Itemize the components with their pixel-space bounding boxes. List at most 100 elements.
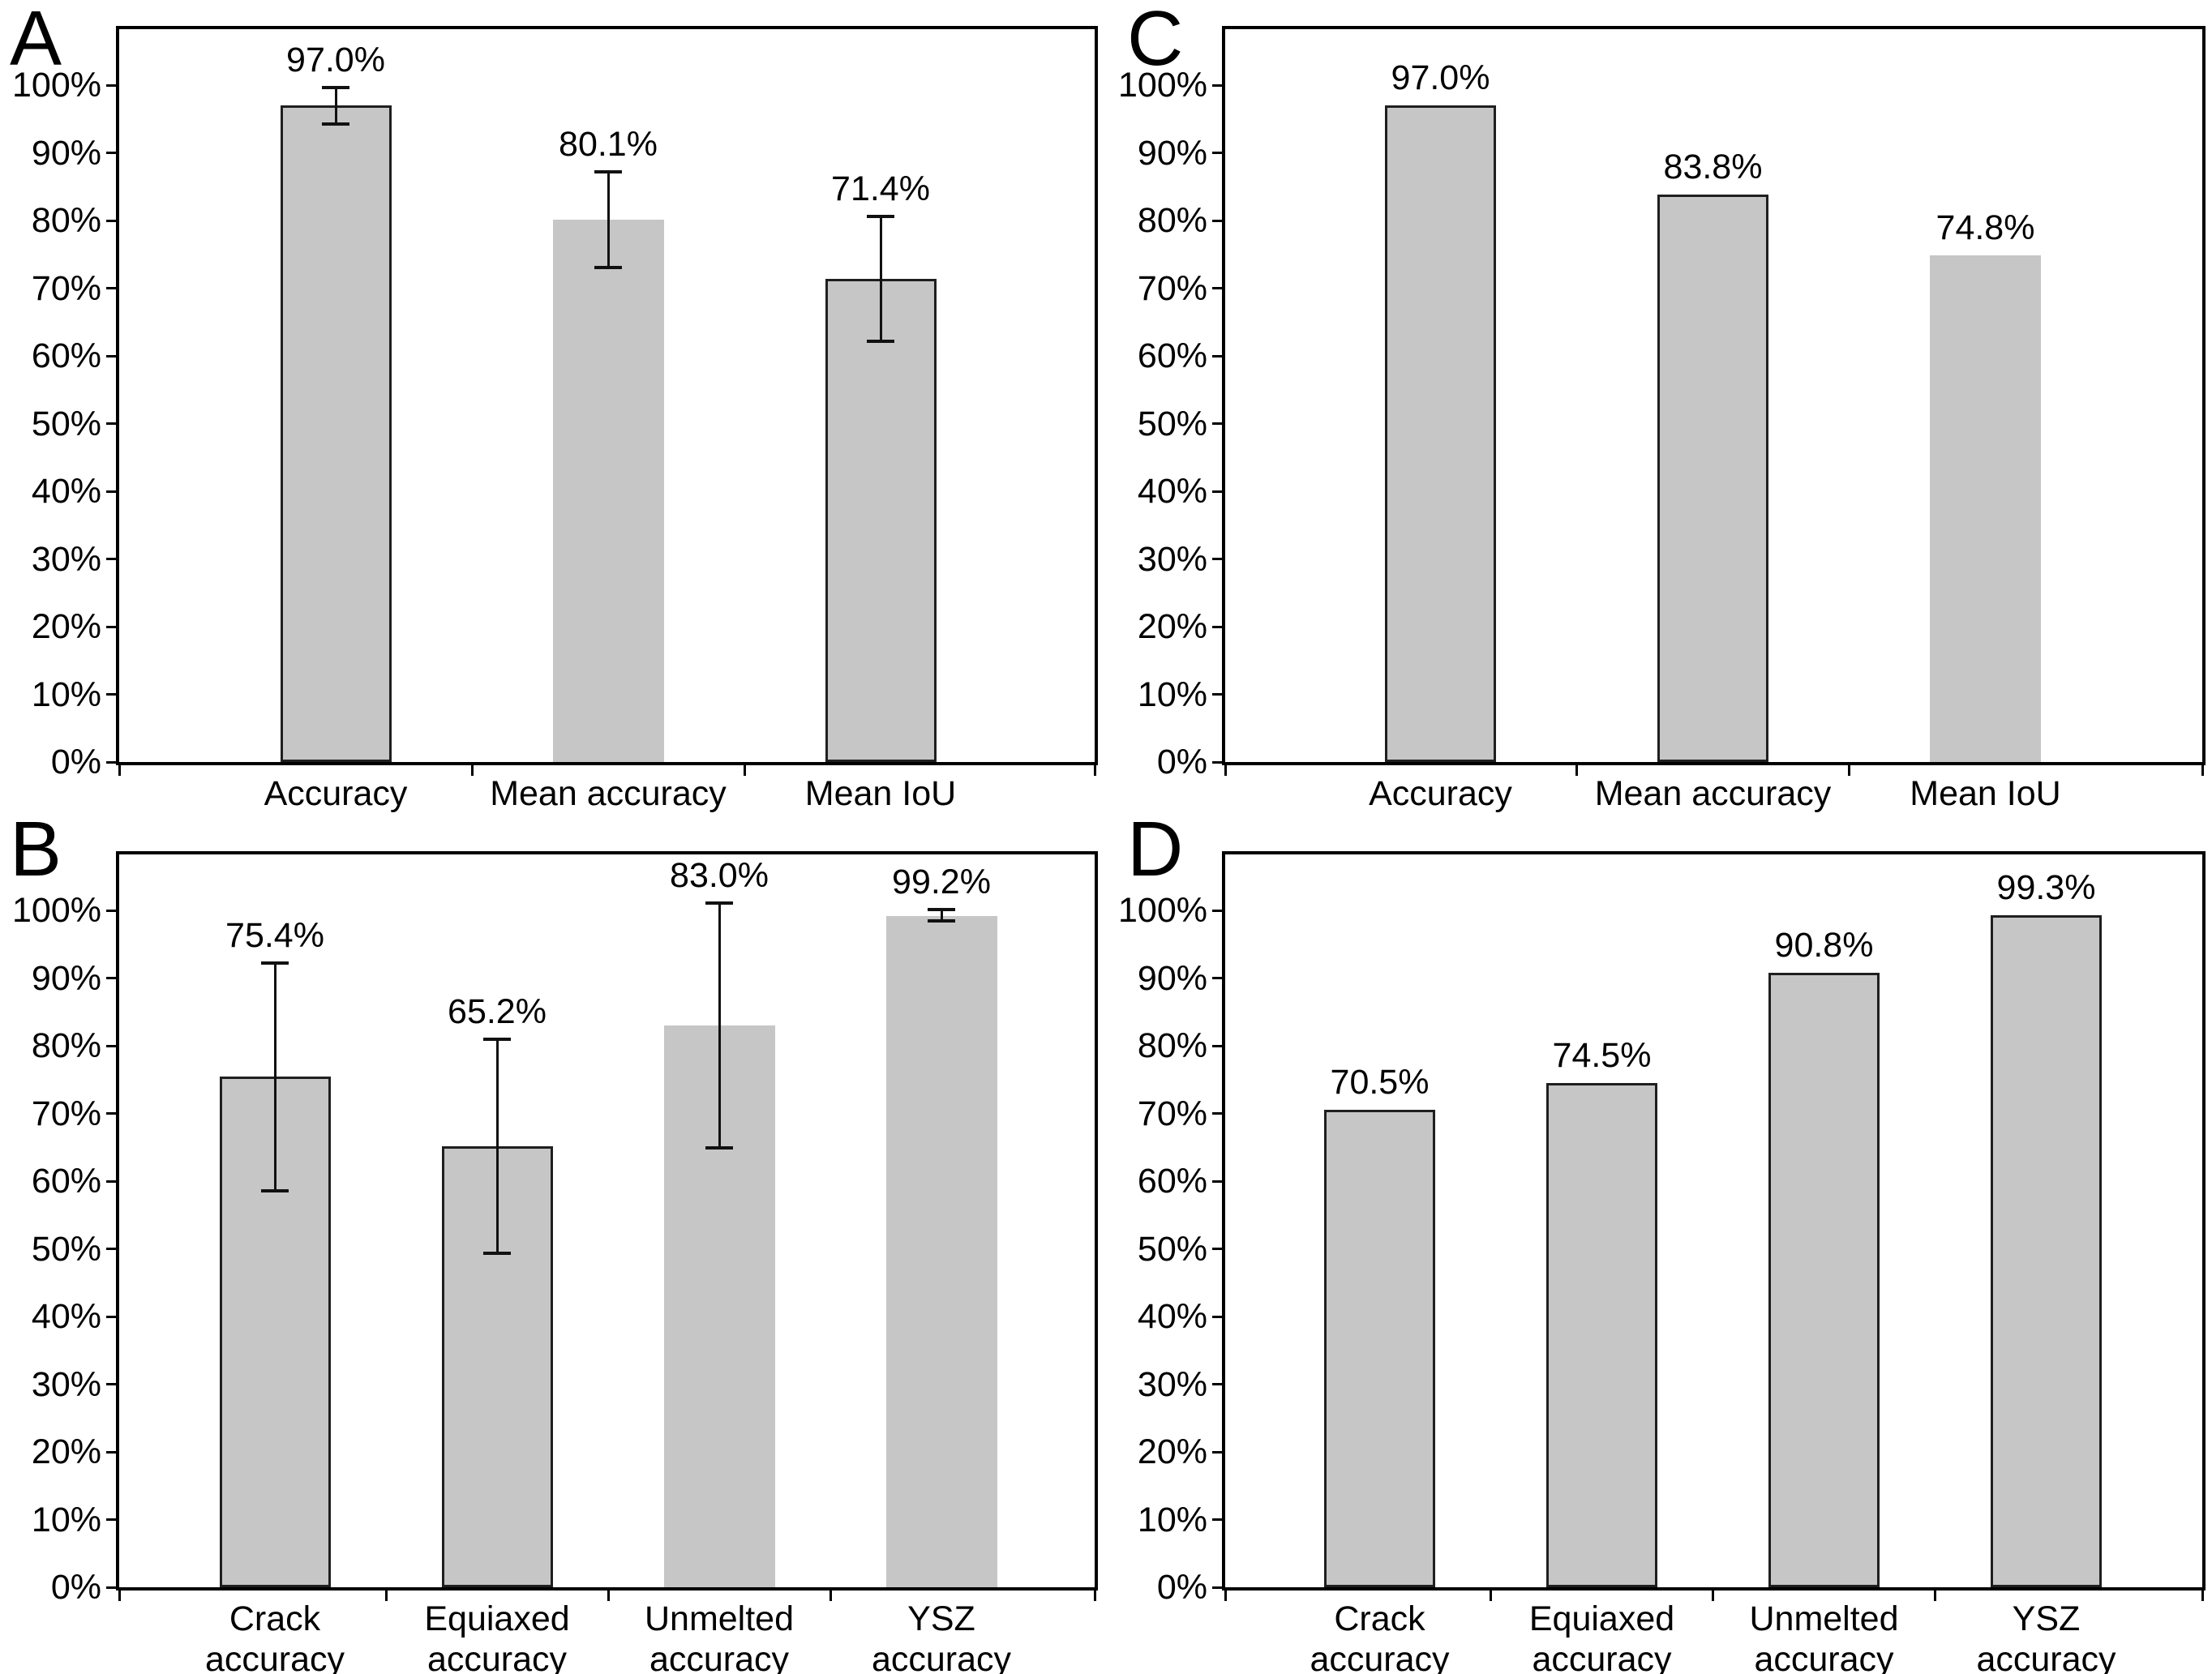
y-tick-label: 90% <box>1137 133 1207 173</box>
y-tick-label: 70% <box>31 1094 101 1133</box>
y-tick <box>106 1180 117 1183</box>
x-axis-tick <box>1575 765 1578 776</box>
y-tick-label: 90% <box>31 133 101 173</box>
y-tick <box>106 1586 117 1589</box>
y-tick-label: 50% <box>1137 404 1207 443</box>
error-bar-cap-bottom <box>261 1188 289 1192</box>
y-tick-label: 10% <box>1137 1500 1207 1539</box>
y-tick-label: 30% <box>1137 1364 1207 1404</box>
y-tick <box>1212 558 1223 560</box>
x-category-label: Mean IoU <box>804 774 957 813</box>
panel-letter-C: C <box>1127 0 1184 82</box>
y-tick <box>1212 909 1223 912</box>
y-tick <box>1212 1518 1223 1521</box>
bar-D-3 <box>1768 972 1880 1587</box>
error-bar-cap-top <box>483 1037 511 1041</box>
x-category-label: accuracy <box>1532 1640 1672 1674</box>
y-tick <box>1212 625 1223 628</box>
error-bar-cap-top <box>322 85 349 89</box>
error-bar-cap-bottom <box>867 339 894 343</box>
x-axis-tick <box>1224 765 1227 776</box>
y-tick-label: 0% <box>1156 743 1207 781</box>
error-bar-cap-bottom <box>322 122 349 126</box>
y-tick <box>1212 1180 1223 1183</box>
x-category-label: Accuracy <box>1369 774 1512 813</box>
y-tick <box>106 909 117 912</box>
error-bar-cap-bottom <box>705 1146 733 1150</box>
x-axis-tick <box>2201 1591 2204 1601</box>
error-bar-cap-bottom <box>594 266 622 270</box>
y-tick-label: 60% <box>31 336 101 375</box>
y-tick-label: 100% <box>1118 891 1207 930</box>
error-bar-cap-top <box>928 908 955 912</box>
error-bar-line <box>495 1038 499 1253</box>
y-tick-label: 100% <box>12 66 101 105</box>
y-tick <box>1212 490 1223 493</box>
x-category-label: Equiaxed <box>1528 1599 1675 1638</box>
x-category-label: Mean IoU <box>1910 774 2061 813</box>
y-tick <box>1212 1383 1223 1385</box>
y-tick-label: 20% <box>1137 1432 1207 1471</box>
y-tick-label: 50% <box>1137 1229 1207 1269</box>
x-category-label: Mean accuracy <box>1594 774 1832 813</box>
x-axis-tick <box>1224 1591 1227 1601</box>
bar-C-2 <box>1657 195 1768 762</box>
y-tick-label: 40% <box>31 1297 101 1336</box>
y-tick-label: 70% <box>31 268 101 308</box>
y-tick-label: 80% <box>31 1026 101 1065</box>
y-tick <box>1212 422 1223 425</box>
y-tick-label: 60% <box>1137 336 1207 375</box>
x-axis-tick <box>829 1591 832 1601</box>
bar-value-label: 65.2% <box>448 991 547 1031</box>
bar-value-label: 80.1% <box>559 124 658 164</box>
error-bar-line <box>607 171 610 268</box>
x-axis-tick <box>1490 1591 1492 1601</box>
y-tick-label: 30% <box>31 1364 101 1404</box>
bar-value-label: 99.3% <box>1996 867 2096 907</box>
y-tick <box>106 490 117 493</box>
bar-value-label: 97.0% <box>1391 58 1490 98</box>
error-bar-cap-top <box>261 961 289 965</box>
y-tick <box>106 287 117 289</box>
y-tick-label: 100% <box>12 891 101 930</box>
y-tick <box>106 422 117 425</box>
x-axis-tick <box>1093 765 1096 776</box>
x-axis-tick <box>384 1591 388 1601</box>
error-bar-line <box>879 216 882 341</box>
bar-D-2 <box>1546 1082 1657 1587</box>
bar-B-2 <box>441 1145 553 1587</box>
y-tick-label: 0% <box>50 743 101 781</box>
y-tick <box>106 219 117 222</box>
y-tick <box>1212 1044 1223 1047</box>
error-bar-line <box>273 963 276 1191</box>
bar-value-label: 70.5% <box>1330 1063 1430 1102</box>
error-bar-line <box>334 87 337 124</box>
y-tick-label: 30% <box>31 539 101 579</box>
y-tick-label: 10% <box>31 1500 101 1539</box>
x-category-label: YSZ <box>2012 1599 2081 1638</box>
error-bar-cap-bottom <box>928 919 955 923</box>
y-tick-label: 40% <box>1137 1297 1207 1336</box>
y-tick <box>106 1315 117 1318</box>
y-tick <box>106 625 117 628</box>
panel-letter-B: B <box>10 806 62 893</box>
y-tick <box>106 558 117 560</box>
y-tick <box>106 152 117 154</box>
x-axis-tick <box>2201 765 2204 776</box>
panel-letter-D: D <box>1127 806 1184 893</box>
x-category-label: Unmelted <box>1749 1599 1899 1638</box>
y-tick <box>1212 1248 1223 1250</box>
y-tick-label: 0% <box>50 1568 101 1607</box>
y-tick-label: 50% <box>31 404 101 443</box>
bar-A-2 <box>552 220 664 762</box>
y-tick <box>106 1112 117 1115</box>
bar-D-1 <box>1324 1110 1435 1587</box>
y-tick <box>106 760 117 764</box>
x-axis-tick <box>607 1591 610 1601</box>
y-tick <box>1212 693 1223 696</box>
y-tick-label: 60% <box>1137 1162 1207 1201</box>
bar-D-4 <box>1991 914 2102 1587</box>
y-tick-label: 90% <box>31 958 101 998</box>
y-tick-label: 20% <box>31 607 101 646</box>
y-tick <box>1212 83 1223 87</box>
